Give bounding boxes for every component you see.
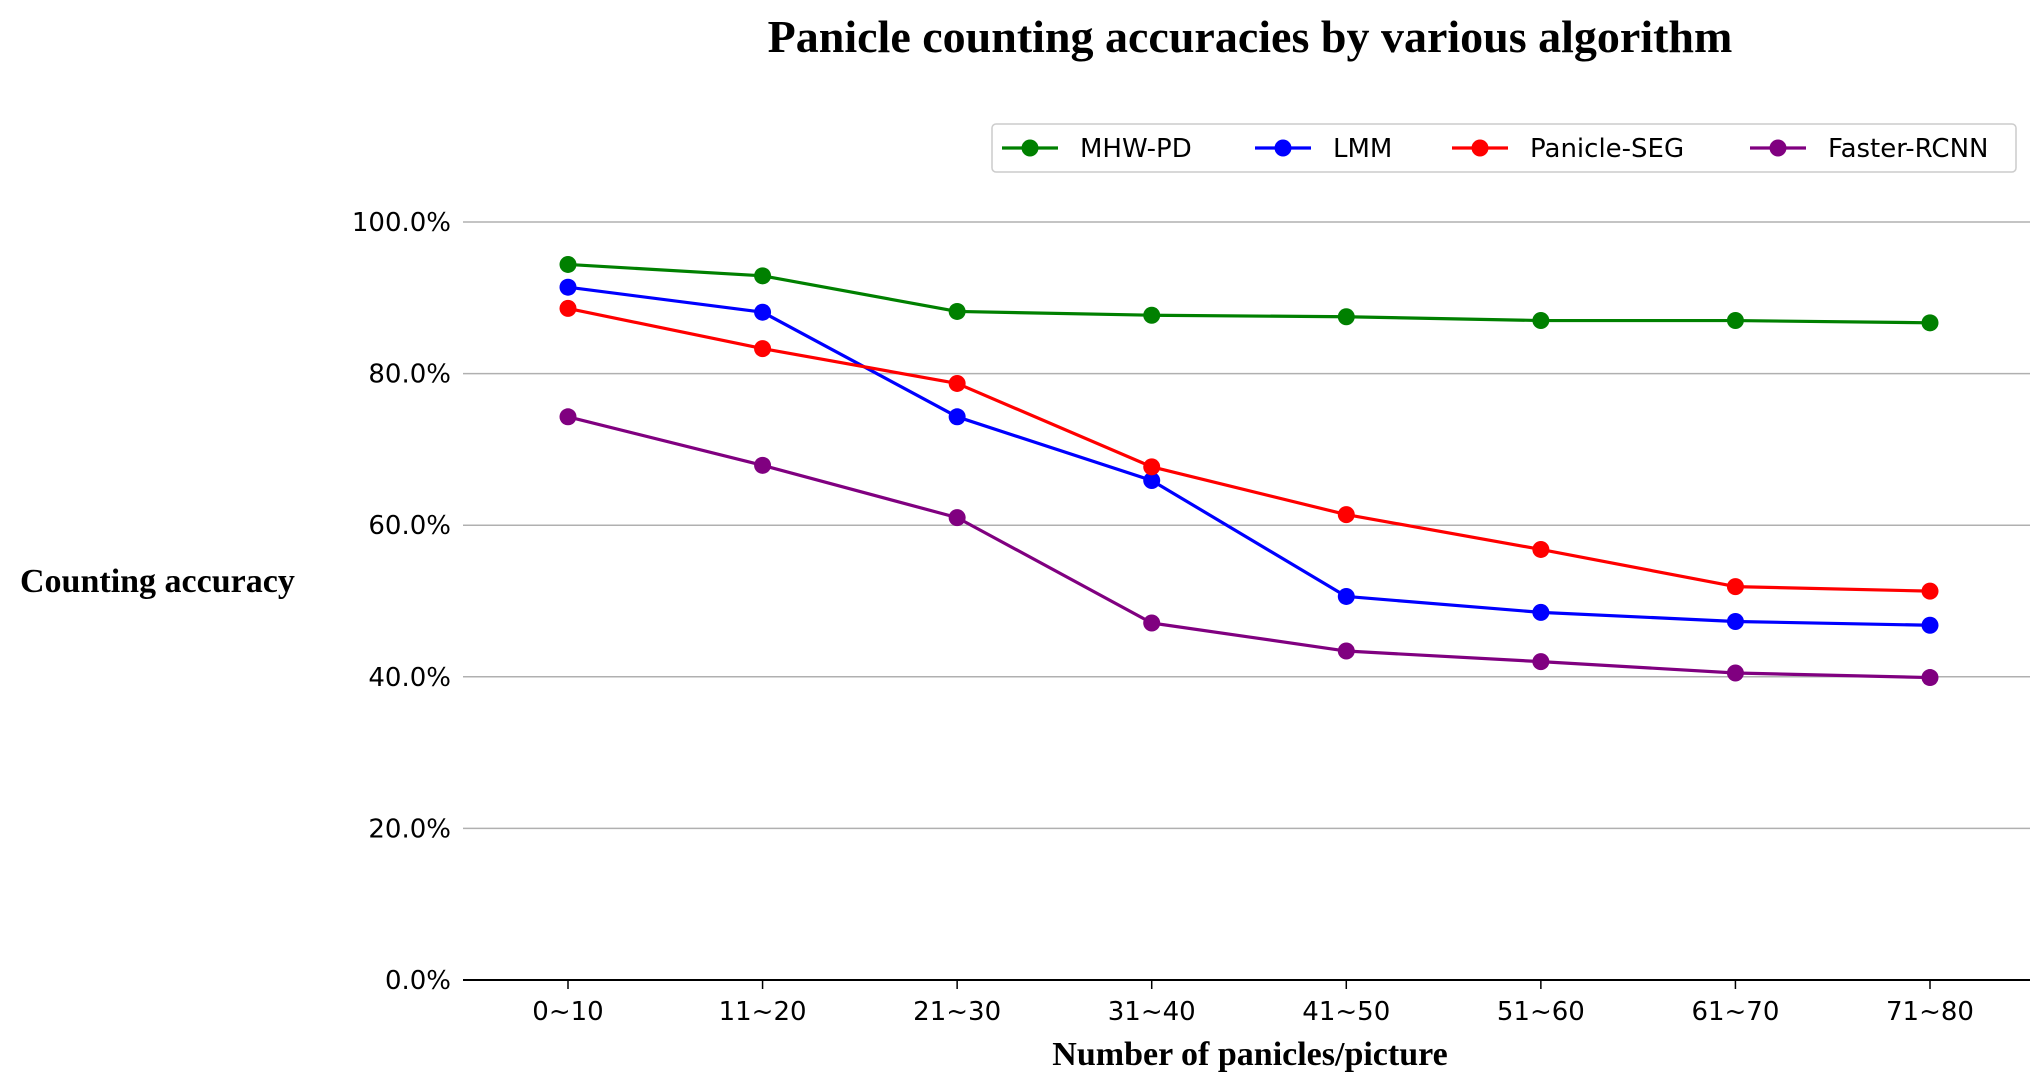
legend-entry: Faster-RCNN [1750,134,1988,164]
legend-label: Panicle-SEG [1530,134,1684,164]
data-point [559,408,577,426]
legend-entry: MHW-PD [1002,134,1192,164]
legend-swatch-marker [1471,139,1489,157]
data-point [948,509,966,527]
data-point [1921,582,1939,600]
data-point [754,456,772,474]
data-point [559,299,577,317]
legend-entry: LMM [1255,134,1392,164]
x-axis-label: Number of panicles/picture [1052,1036,1447,1073]
data-point [948,374,966,392]
series-lines [559,255,1939,687]
y-tick-label: 20.0% [368,814,451,844]
data-point [948,302,966,320]
legend-label: Faster-RCNN [1828,134,1988,164]
series-mhw-pd [559,255,1939,332]
x-axis-ticks: 0~10 11~20 21~30 31~40 41~50 51~60 61~70 71~80 [532,980,1974,1027]
data-point [1532,312,1550,330]
x-tick-label: 31~40 [1108,997,1196,1027]
legend-swatch-marker [1021,139,1039,157]
y-axis-label: Counting accuracy [20,563,295,600]
x-tick-label: 61~70 [1691,997,1779,1027]
x-tick-label: 11~20 [719,997,807,1027]
data-point [1726,312,1744,330]
series-faster-rcnn [559,408,1939,687]
data-point [1726,578,1744,596]
data-point [1532,603,1550,621]
data-point [1532,653,1550,671]
data-point [754,340,772,358]
legend-label: LMM [1333,134,1392,164]
series-line [567,415,1931,680]
legend-entry: Panicle-SEG [1452,134,1684,164]
data-point [559,255,577,273]
legend: MHW-PD LMM Panicle-SEG Faster-RCNN [991,123,2017,173]
series-lmm [559,278,1939,634]
data-point [1921,314,1939,332]
data-point [1143,306,1161,324]
series-line [567,306,1931,593]
x-tick-label: 71~80 [1886,997,1974,1027]
legend-swatch-marker [1274,139,1292,157]
chart-title: Panicle counting accuracies by various a… [768,11,1733,62]
data-point [754,267,772,285]
data-point [1143,614,1161,632]
data-point [1726,612,1744,630]
x-tick-label: 41~50 [1302,997,1390,1027]
data-point [1337,506,1355,524]
x-tick-label: 0~10 [532,997,603,1027]
data-point [1921,616,1939,634]
series-line [567,285,1931,627]
data-point [1337,642,1355,660]
data-point [1337,308,1355,326]
data-point [559,278,577,296]
data-point [754,303,772,321]
x-tick-label: 21~30 [913,997,1001,1027]
y-tick-label: 40.0% [368,663,451,693]
y-axis-ticks: 0.0% 20.0% 40.0% 60.0% 80.0% 100.0% [352,208,451,996]
data-point [948,408,966,426]
legend-swatch-marker [1769,139,1787,157]
x-tick-label: 51~60 [1497,997,1585,1027]
data-point [1143,471,1161,489]
data-point [1921,669,1939,687]
legend-label: MHW-PD [1080,134,1192,164]
y-tick-label: 60.0% [368,511,451,541]
series-panicle-seg [559,299,1939,600]
data-point [1337,587,1355,605]
y-tick-label: 100.0% [352,208,451,238]
data-point [1532,540,1550,558]
y-tick-label: 0.0% [385,966,451,996]
data-point [1726,664,1744,682]
gridlines [463,221,2030,830]
y-tick-label: 80.0% [368,360,451,390]
data-point [1143,458,1161,476]
series-line [567,262,1931,325]
